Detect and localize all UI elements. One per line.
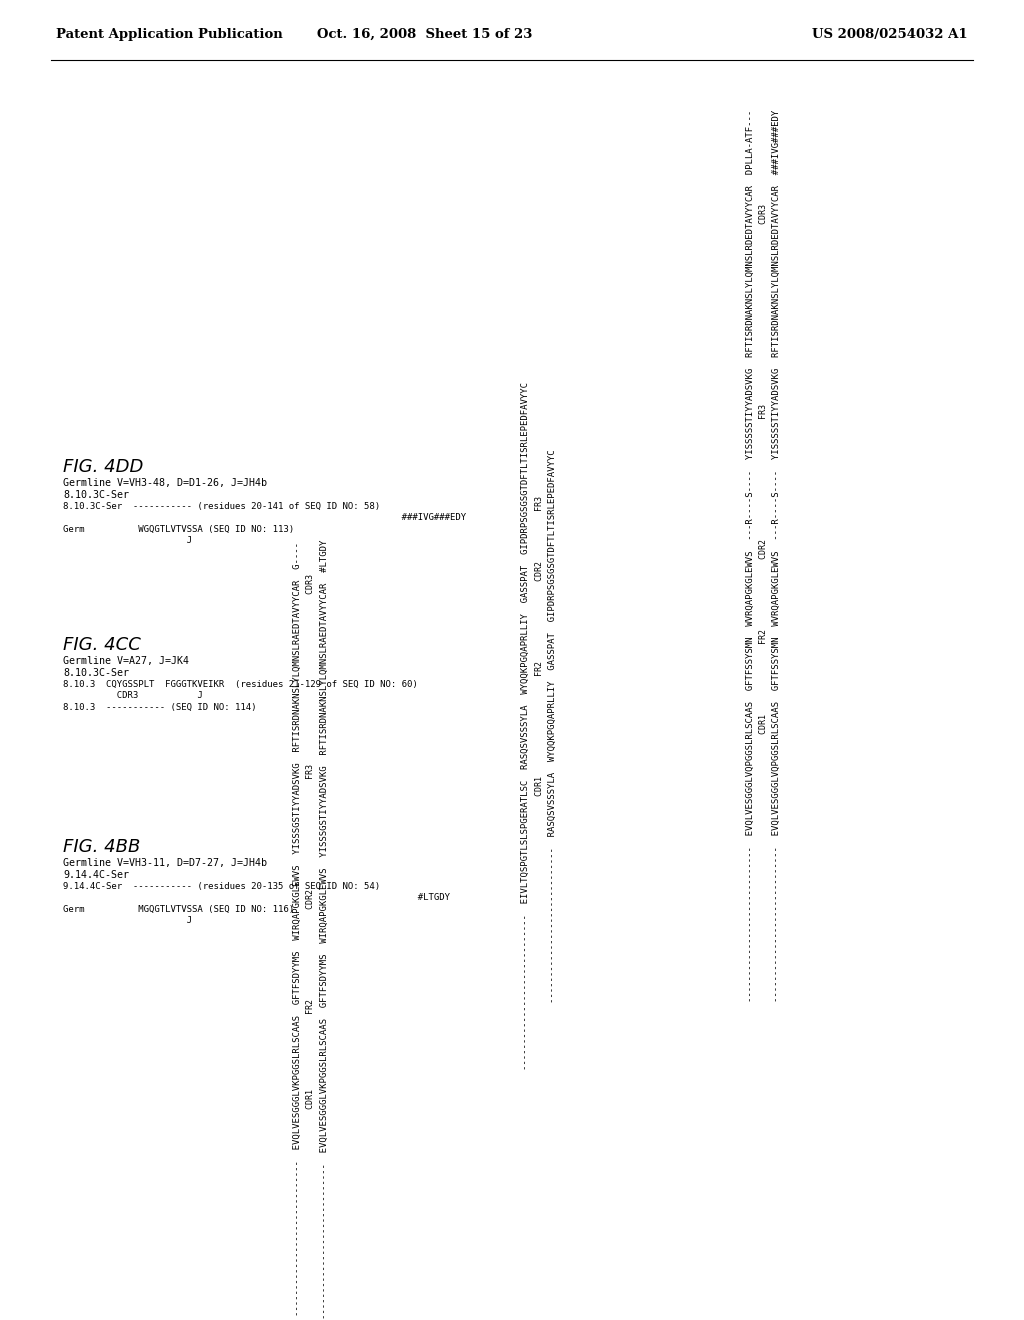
Text: -----------------------------  RASQSVSSSYLA  WYQQKPGQAPRLLIY  GASSPAT  GIPDRPSGS: ----------------------------- RASQSVSSSY…	[548, 449, 557, 1003]
Text: CDR1              FR2              CDR2                        FR3              : CDR1 FR2 CDR2 FR3	[759, 203, 768, 908]
Text: Germ          WGQGTLVTVSSA (SEQ ID NO: 113): Germ WGQGTLVTVSSA (SEQ ID NO: 113)	[63, 524, 295, 533]
Text: FIG. 4DD: FIG. 4DD	[63, 458, 143, 475]
Text: -----------------------------  EVQLVESGGGLVKPGGSLRLSCAAS  GFTFSDYYMS  WIRQAPGKGL: ----------------------------- EVQLVESGGG…	[319, 540, 329, 1319]
Text: CDR1               FR2                  CDR2                      FR3           : CDR1 FR2 CDR2 FR3	[306, 574, 315, 1284]
Text: -----------------------------  EVQLVESGGGLVKPGGSLRLSCAAS  GFTFSDYYMS  WIRQAPGKGL: ----------------------------- EVQLVESGGG…	[293, 543, 302, 1316]
Text: 8.10.3C-Ser: 8.10.3C-Ser	[63, 490, 129, 499]
Text: J: J	[63, 536, 193, 545]
Text: ###IVG###EDY: ###IVG###EDY	[63, 513, 467, 523]
Text: 8.10.3  ----------- (SEQ ID NO: 114): 8.10.3 ----------- (SEQ ID NO: 114)	[63, 702, 257, 711]
Text: 8.10.3C-Ser  ----------- (residues 20-141 of SEQ ID NO: 58): 8.10.3C-Ser ----------- (residues 20-141…	[63, 502, 381, 511]
Text: Germline V=VH3-48, D=D1-26, J=JH4b: Germline V=VH3-48, D=D1-26, J=JH4b	[63, 478, 267, 488]
Text: 9.14.4C-Ser: 9.14.4C-Ser	[63, 870, 129, 879]
Text: Patent Application Publication: Patent Application Publication	[56, 28, 283, 41]
Text: Germline V=VH3-11, D=D7-27, J=JH4b: Germline V=VH3-11, D=D7-27, J=JH4b	[63, 858, 267, 869]
Text: CDR1                    FR2                CDR2          FR3: CDR1 FR2 CDR2 FR3	[535, 496, 544, 956]
Text: J: J	[63, 916, 193, 925]
Text: -----------------------------  EVQLVESGGGLVQPGGSLRLSCAAS  GFTFSSYSMN  WVRQAPGKGL: ----------------------------- EVQLVESGGG…	[745, 110, 755, 1002]
Text: -----------------------------  EVQLVESGGGLVQPGGSLRLSCAAS  GFTFSSYSMN  WVRQAPGKGL: ----------------------------- EVQLVESGGG…	[772, 110, 781, 1002]
Text: 9.14.4C-Ser  ----------- (residues 20-135 of SEQ ID NO: 54): 9.14.4C-Ser ----------- (residues 20-135…	[63, 882, 381, 891]
Text: #LTGDY: #LTGDY	[63, 894, 451, 902]
Text: Germ          MGQGTLVTVSSA (SEQ ID NO: 116): Germ MGQGTLVTVSSA (SEQ ID NO: 116)	[63, 904, 295, 913]
Text: US 2008/0254032 A1: US 2008/0254032 A1	[812, 28, 968, 41]
Text: 8.10.3  CQYGSSPLT  FGGGTKVEIKR  (residues 21-129 of SEQ ID NO: 60): 8.10.3 CQYGSSPLT FGGGTKVEIKR (residues 2…	[63, 680, 418, 689]
Text: FIG. 4CC: FIG. 4CC	[63, 636, 141, 653]
Text: FIG. 4BB: FIG. 4BB	[63, 838, 141, 855]
Text: Oct. 16, 2008  Sheet 15 of 23: Oct. 16, 2008 Sheet 15 of 23	[317, 28, 532, 41]
Text: 8.10.3C-Ser: 8.10.3C-Ser	[63, 668, 129, 677]
Text: -----------------------------  EIVLTQSPGTLSLSPGERATLSC  RASQSVSSSYLA  WYQQKPGQAP: ----------------------------- EIVLTQSPGT…	[521, 381, 530, 1071]
Text: Germline V=A27, J=JK4: Germline V=A27, J=JK4	[63, 656, 189, 667]
Text: CDR3           J: CDR3 J	[63, 692, 203, 701]
